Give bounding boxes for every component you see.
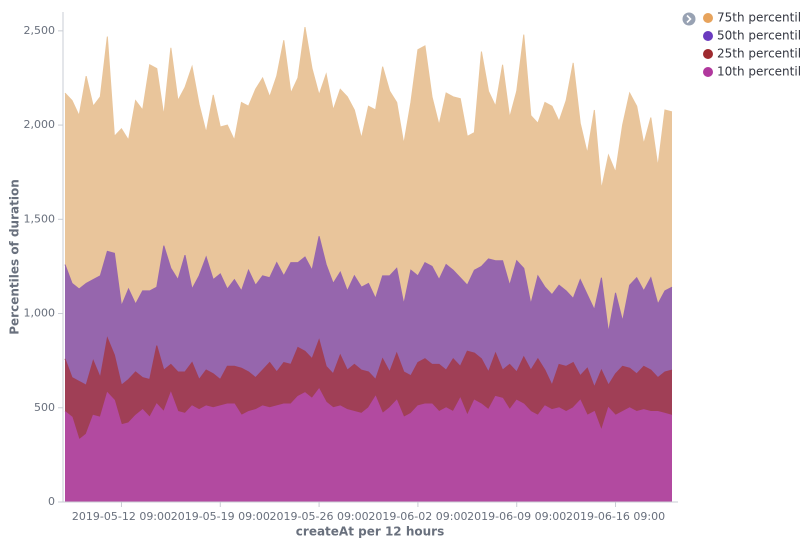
x-tick-label: 2019-05-12 09:00 [72, 510, 171, 523]
legend-marker [703, 13, 713, 23]
x-axis-title: createAt per 12 hours [296, 525, 444, 539]
legend-item[interactable]: 75th percentile of duration [703, 11, 800, 25]
legend-marker [703, 67, 713, 77]
legend-item[interactable]: 10th percentile of duration [703, 65, 800, 79]
area-line [64, 336, 673, 389]
legend-item[interactable]: 50th percentile of duration [703, 29, 800, 43]
area-line [64, 236, 673, 333]
y-tick-label: 2,000 [24, 118, 56, 131]
area-line [64, 387, 673, 441]
y-tick-label: 1,000 [24, 307, 56, 320]
x-tick-label: 2019-06-02 09:00 [368, 510, 467, 523]
x-tick-label: 2019-05-26 09:00 [270, 510, 369, 523]
y-tick-label: 2,500 [24, 24, 56, 37]
legend-toggle-icon[interactable] [682, 12, 696, 26]
legend-item[interactable]: 25th percentile of duration [703, 47, 800, 61]
y-tick-label: 500 [34, 401, 55, 414]
legend-text: 50th percentile of duration [717, 29, 800, 43]
legend-text: 25th percentile of duration [717, 47, 800, 61]
x-tick-label: 2019-05-19 09:00 [171, 510, 270, 523]
legend-marker [703, 31, 713, 41]
legend-marker [703, 49, 713, 59]
x-tick-label: 2019-06-09 09:00 [467, 510, 566, 523]
legend-toggle-arrow [686, 14, 692, 24]
legend-toggle[interactable] [682, 12, 696, 26]
legend: 75th percentile of duration 50th percenti… [703, 11, 800, 79]
x-tick-label: 2019-06-16 09:00 [566, 510, 665, 523]
y-axis-title: Percentiles of duration [8, 179, 22, 335]
legend-text: 75th percentile of duration [717, 11, 800, 25]
legend-text: 10th percentile of duration [717, 65, 800, 79]
y-tick-label: 0 [48, 495, 55, 508]
area-line [64, 26, 673, 190]
y-tick-label: 1,500 [24, 212, 56, 225]
area-fill [65, 388, 672, 502]
